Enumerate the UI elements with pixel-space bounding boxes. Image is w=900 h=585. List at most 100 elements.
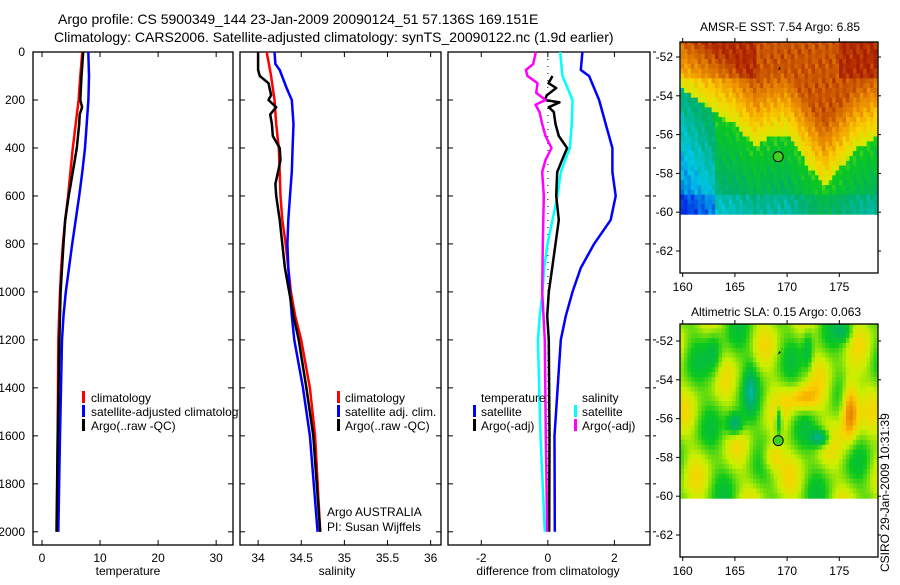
salinity-legend: climatology satellite adj. clim. Argo(..… [327,391,436,534]
legend-label: Argo(-adj) [582,419,635,433]
legend-swatch-satellite [337,405,340,417]
legend-swatch-sal-satellite [574,405,577,417]
x-axis-label-salinity: salinity [319,564,356,578]
series-line-salinity-argo-adj- [524,51,553,532]
x-tick-label: 35 [338,551,352,565]
pi-annotation: PI: Susan Wijffels [327,520,421,534]
argo-institution-annotation: Argo AUSTRALIA [327,505,422,519]
csiro-timestamp-stamp: CSIRO 29-Jan-2009 10:31:39 [878,413,892,572]
series-line-climatology [265,51,322,532]
y-tick-label: 800 [5,237,25,251]
legend-label: Argo(..raw -QC) [345,419,430,433]
y-tick-label: 1600 [0,429,25,443]
y-tick-label: -52 [656,334,674,348]
y-tick-label: -62 [656,244,674,258]
x-tick-label: 0 [544,551,551,565]
series-line-temperature-satellite [553,51,617,532]
x-tick-label: 160 [673,280,693,294]
y-tick-label: 2000 [0,525,25,539]
legend-swatch-climatology [82,391,85,403]
legend-label: climatology [91,391,151,405]
y-tick-label: -52 [656,50,674,64]
y-tick-label: 1800 [0,477,25,491]
x-tick-label: 175 [829,280,849,294]
legend-group-title-temperature: temperature [481,391,546,405]
y-tick-label: -56 [656,128,674,142]
series-line-argo-raw-qc- [256,52,322,532]
difference-legend: temperature satellite Argo(-adj) salinit… [473,391,635,433]
y-tick-label: 200 [5,93,25,107]
panel-salinity: 34 34.5 35 35.5 36 [239,51,442,565]
y-tick-label: -54 [656,89,674,103]
sst-map-title: AMSR-E SST: 7.54 Argo: 6.85 [700,20,860,34]
legend-label: satellite [582,405,623,419]
legend-label: climatology [345,391,405,405]
x-tick-label: 165 [725,280,745,294]
legend-swatch-temp-satellite [473,405,476,417]
x-tick-label: 34 [251,551,265,565]
y-tick-label: 400 [5,141,25,155]
x-tick-label: 30 [209,551,223,565]
map-field-image [680,42,878,215]
panel-temperature: 0 10 20 30 0 200 400 600 800 1000 1200 1400 1600 1800… [0,45,234,565]
map-field-image [680,324,878,499]
series-line-argo-raw-qc- [55,51,85,532]
legend-label: satellite adj. clim. [345,405,436,419]
x-tick-label: 170 [777,280,797,294]
y-tick-label: 1000 [0,285,25,299]
y-tick-label: -54 [656,373,674,387]
x-tick-label: 36 [424,551,438,565]
x-axis-label-difference: difference from climatology [476,564,619,578]
y-tick-label: 0 [18,45,25,59]
map-sst: 160 165 170 175 -52 -54 -56 -58 -60 -62 [656,38,881,294]
legend-swatch-sal-argo [574,419,577,431]
legend-label: satellite-adjusted climatology [91,405,244,419]
panel-difference: -2 0 2 [447,51,656,565]
legend-label: Argo(..raw -QC) [91,419,176,433]
x-tick-label: 175 [829,564,849,578]
y-tick-label: -60 [656,489,674,503]
y-tick-label: -62 [656,528,674,542]
argo-position-marker [772,151,784,163]
figure-title-line1: Argo profile: CS 5900349_144 23-Jan-2009… [58,11,538,27]
figure-title-line2: Climatology: CARS2006. Satellite-adjuste… [54,29,614,45]
map-frame [679,41,879,274]
x-tick-label: 160 [673,564,693,578]
x-tick-label: -2 [476,551,487,565]
map-sla: 160 165 170 175 -52 -54 -56 -58 -60 -62 [656,320,881,578]
series-line-salinity-satellite [536,51,574,532]
legend-label: satellite [481,405,522,419]
y-tick-label: -58 [656,166,674,180]
x-tick-label: 10 [93,551,107,565]
map-frame [679,323,879,558]
y-tick-label: 1200 [0,333,25,347]
x-axis-label-temperature: temperature [96,564,161,578]
x-tick-label: 2 [611,551,618,565]
x-tick-label: 20 [151,551,165,565]
plot-frame [239,51,442,546]
legend-group-title-salinity: salinity [582,391,619,405]
plot-frame [32,51,234,546]
series-line-satellite-adj-clim- [273,51,319,532]
y-tick-label: 600 [5,189,25,203]
x-tick-label: 34.5 [290,551,314,565]
series-line-temperature-argo-adj- [543,75,569,532]
direction-arrow-icon [777,350,781,355]
y-tick-label: -60 [656,205,674,219]
x-tick-label: 170 [777,564,797,578]
series-line-satellite-adjusted-climatology [57,51,91,532]
sla-map-title: Altimetric SLA: 0.15 Argo: 0.063 [691,305,861,319]
y-tick-label: 1400 [0,381,25,395]
legend-swatch-climatology [337,391,340,403]
legend-swatch-temp-argo [473,419,476,431]
legend-swatch-argo [82,419,85,431]
argo-position-marker [772,435,784,447]
y-tick-label: -58 [656,450,674,464]
direction-arrow-icon [777,66,781,71]
y-tick-label: -56 [656,412,674,426]
legend-swatch-satellite [82,405,85,417]
x-tick-label: 0 [39,551,46,565]
legend-label: Argo(-adj) [481,419,534,433]
temperature-legend: climatology satellite-adjusted climatolo… [82,391,244,433]
